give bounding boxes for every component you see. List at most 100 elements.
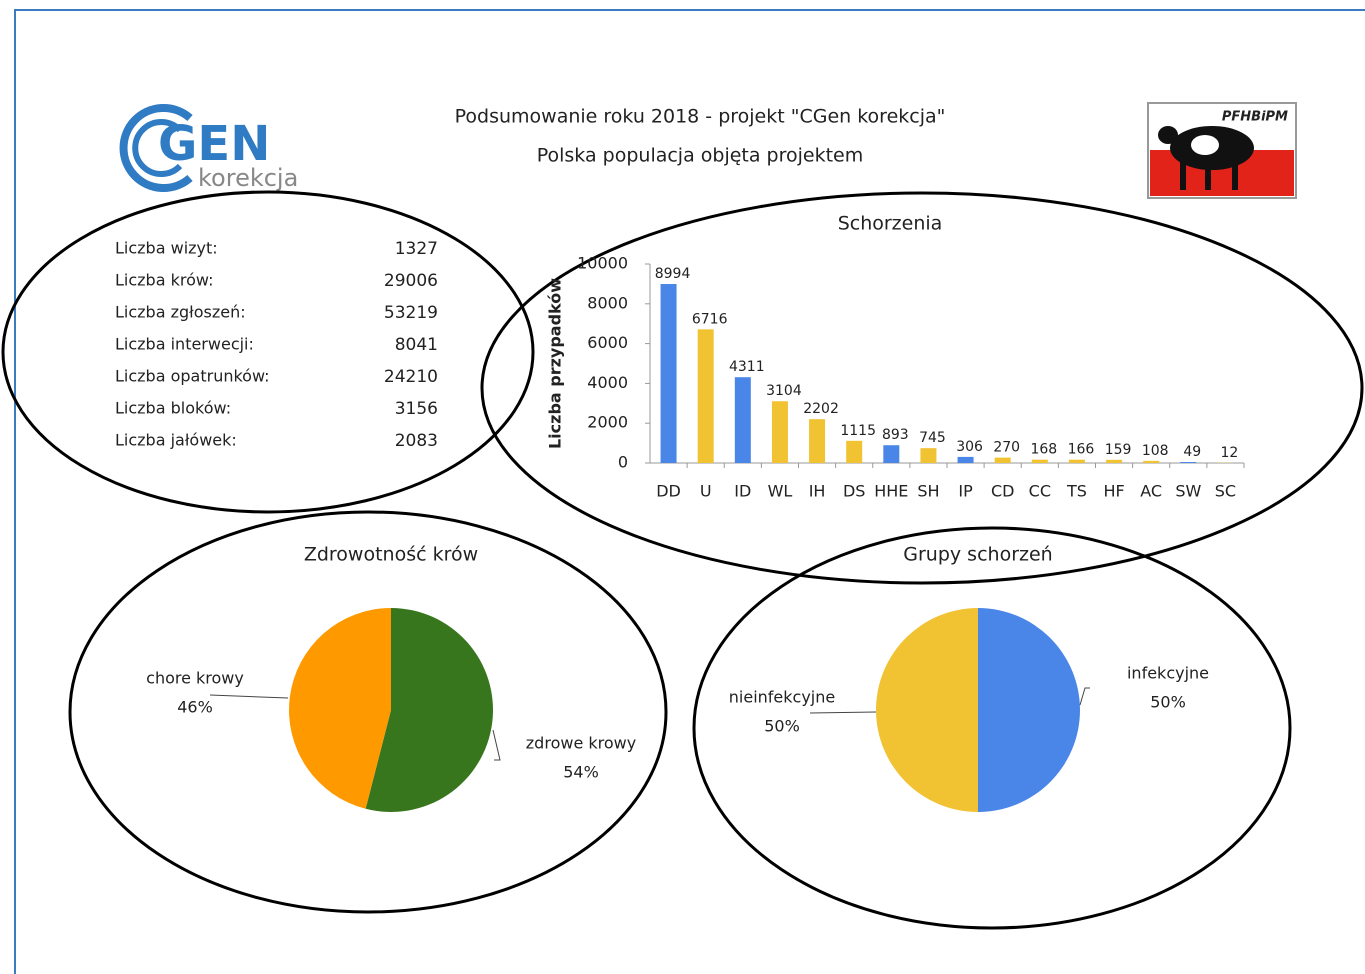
data-label: 8994 <box>655 266 691 282</box>
bar <box>1180 462 1197 463</box>
data-label: 3104 <box>766 383 802 399</box>
data-label: 159 <box>1105 442 1132 458</box>
x-tick-label: IH <box>809 482 826 501</box>
stat-value: 3156 <box>395 399 438 419</box>
pie-slice <box>289 608 391 809</box>
x-tick-label: CD <box>991 482 1015 501</box>
outline <box>68 510 668 914</box>
bar <box>734 377 751 463</box>
x-tick-label: AC <box>1140 482 1162 501</box>
stat-label: Liczba bloków: <box>115 399 231 418</box>
frame <box>14 9 1365 974</box>
data-label: 4311 <box>729 359 765 375</box>
pie-slice <box>978 608 1080 812</box>
y-tick-label: 2000 <box>587 413 628 432</box>
logo-cow-leg <box>1205 162 1211 190</box>
logo-cow-head <box>1158 126 1178 144</box>
y-axis-label: Liczba przypadków <box>546 278 565 449</box>
bar <box>957 456 974 463</box>
x-tick-label: SW <box>1175 482 1201 501</box>
bar <box>994 457 1011 463</box>
x-tick-label: WL <box>768 482 793 501</box>
y-tick-label: 4000 <box>587 373 628 392</box>
stat-label: Liczba jałówek: <box>115 431 237 450</box>
logo-right-text: PFHBiPM <box>1222 110 1288 125</box>
data-label: 49 <box>1183 444 1201 460</box>
data-label: 12 <box>1221 445 1239 461</box>
stat-value: 29006 <box>384 271 438 291</box>
y-tick-label: 8000 <box>587 293 628 312</box>
data-label: 306 <box>956 439 983 455</box>
y-tick-label: 10000 <box>577 254 628 273</box>
subtitle: Polska populacja objęta projektem <box>537 145 864 167</box>
x-tick-label: HHE <box>874 482 908 501</box>
slice-value: 54% <box>563 763 599 782</box>
x-tick-label: HF <box>1103 482 1124 501</box>
y-tick-label: 0 <box>618 453 628 472</box>
bar <box>1143 460 1160 463</box>
bar <box>809 419 826 463</box>
stat-value: 53219 <box>384 303 438 323</box>
stat-label: Liczba zgłoszeń: <box>115 303 246 322</box>
x-tick-label: DS <box>843 482 865 501</box>
x-tick-label: U <box>700 482 712 501</box>
x-tick-label: IP <box>958 482 973 501</box>
stat-label: Liczba krów: <box>115 271 213 290</box>
logo-cow-leg <box>1232 162 1238 190</box>
slice-value: 50% <box>1150 693 1186 712</box>
stat-label: Liczba interwecji: <box>115 335 254 354</box>
bar <box>920 448 937 463</box>
outline <box>480 191 1364 585</box>
stat-label: Liczba wizyt: <box>115 239 218 258</box>
bar <box>1106 459 1123 463</box>
stat-label: Liczba opatrunków: <box>115 367 270 386</box>
outline <box>1 190 535 514</box>
data-label: 2202 <box>803 401 839 417</box>
bar <box>883 445 900 463</box>
x-tick-label: CC <box>1029 482 1051 501</box>
slice-label: infekcyjne <box>1127 664 1209 683</box>
data-label: 270 <box>993 440 1020 456</box>
stat-value: 2083 <box>395 431 438 451</box>
slice-label: chore krowy <box>146 669 244 688</box>
outline <box>692 526 1292 930</box>
data-label: 166 <box>1068 442 1095 458</box>
slice-value: 46% <box>177 698 213 717</box>
chart-title: Schorzenia <box>838 213 943 235</box>
data-label: 168 <box>1030 442 1057 458</box>
x-tick-label: TS <box>1066 482 1087 501</box>
logo-main: GEN <box>158 116 270 172</box>
bar <box>771 401 788 463</box>
logo-cow-leg <box>1180 162 1186 190</box>
bar <box>660 284 677 463</box>
bar <box>1068 459 1085 463</box>
title: Podsumowanie roku 2018 - projekt "CGen k… <box>455 106 946 128</box>
data-label: 1115 <box>840 423 876 439</box>
logo-c <box>119 104 193 192</box>
pie-slice <box>365 608 494 812</box>
chart-title: Grupy schorzeń <box>903 544 1052 566</box>
logo-cow-spot <box>1191 135 1219 155</box>
pie-slice <box>876 608 978 812</box>
leader-line <box>1079 687 1090 706</box>
data-label: 6716 <box>692 311 728 327</box>
bar <box>1031 459 1048 463</box>
data-label: 108 <box>1142 443 1169 459</box>
slice-label: nieinfekcyjne <box>729 688 835 707</box>
leader-line <box>809 711 877 714</box>
bar <box>697 329 714 463</box>
chart-title: Zdrowotność krów <box>304 544 478 566</box>
leader-line <box>209 694 289 699</box>
stat-value: 8041 <box>395 335 438 355</box>
data-label: 893 <box>882 427 909 443</box>
y-tick-label: 6000 <box>587 333 628 352</box>
stat-value: 24210 <box>384 367 438 387</box>
logo-sub: korekcja <box>198 164 298 192</box>
x-tick-label: ID <box>734 482 751 501</box>
data-label: 745 <box>919 430 946 446</box>
slice-value: 50% <box>764 717 800 736</box>
leader-line <box>492 729 501 761</box>
logo-c-inner <box>132 119 183 177</box>
x-tick-label: SC <box>1215 482 1236 501</box>
